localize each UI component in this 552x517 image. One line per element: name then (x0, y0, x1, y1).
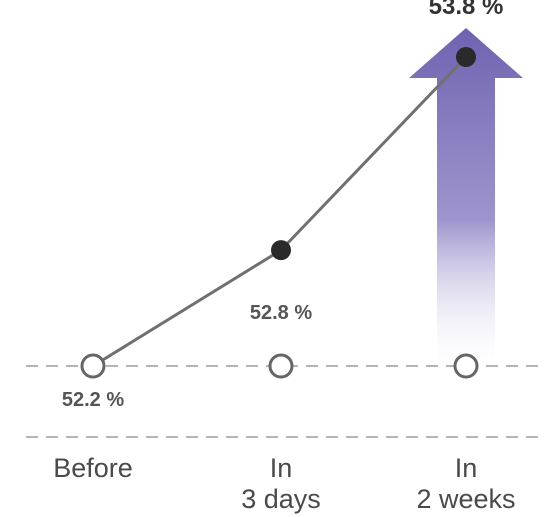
baseline-markers (80, 353, 479, 379)
x-tick-label-1-line-1: Before (53, 453, 133, 483)
growth-arrow (409, 28, 523, 376)
x-tick-label-3-line-1: In (455, 453, 478, 483)
value-label-1: 52.2 % (62, 389, 124, 411)
value-label-2: 52.8 % (250, 302, 312, 324)
data-point-3 (456, 47, 476, 67)
data-point-2 (271, 240, 291, 261)
x-tick-label-3-line-2: 2 weeks (416, 484, 515, 514)
data-points (271, 47, 476, 261)
x-tick-label-2-line-1: In (270, 453, 293, 483)
baseline-marker-1 (80, 353, 106, 379)
x-tick-label-2-line-2: 3 days (241, 484, 321, 514)
value-labels: 52.2 % 52.8 % 53.8 % (62, 0, 503, 411)
baseline-marker-3 (453, 353, 479, 379)
baseline-marker-2 (268, 353, 294, 379)
value-label-3: 53.8 % (429, 0, 504, 20)
